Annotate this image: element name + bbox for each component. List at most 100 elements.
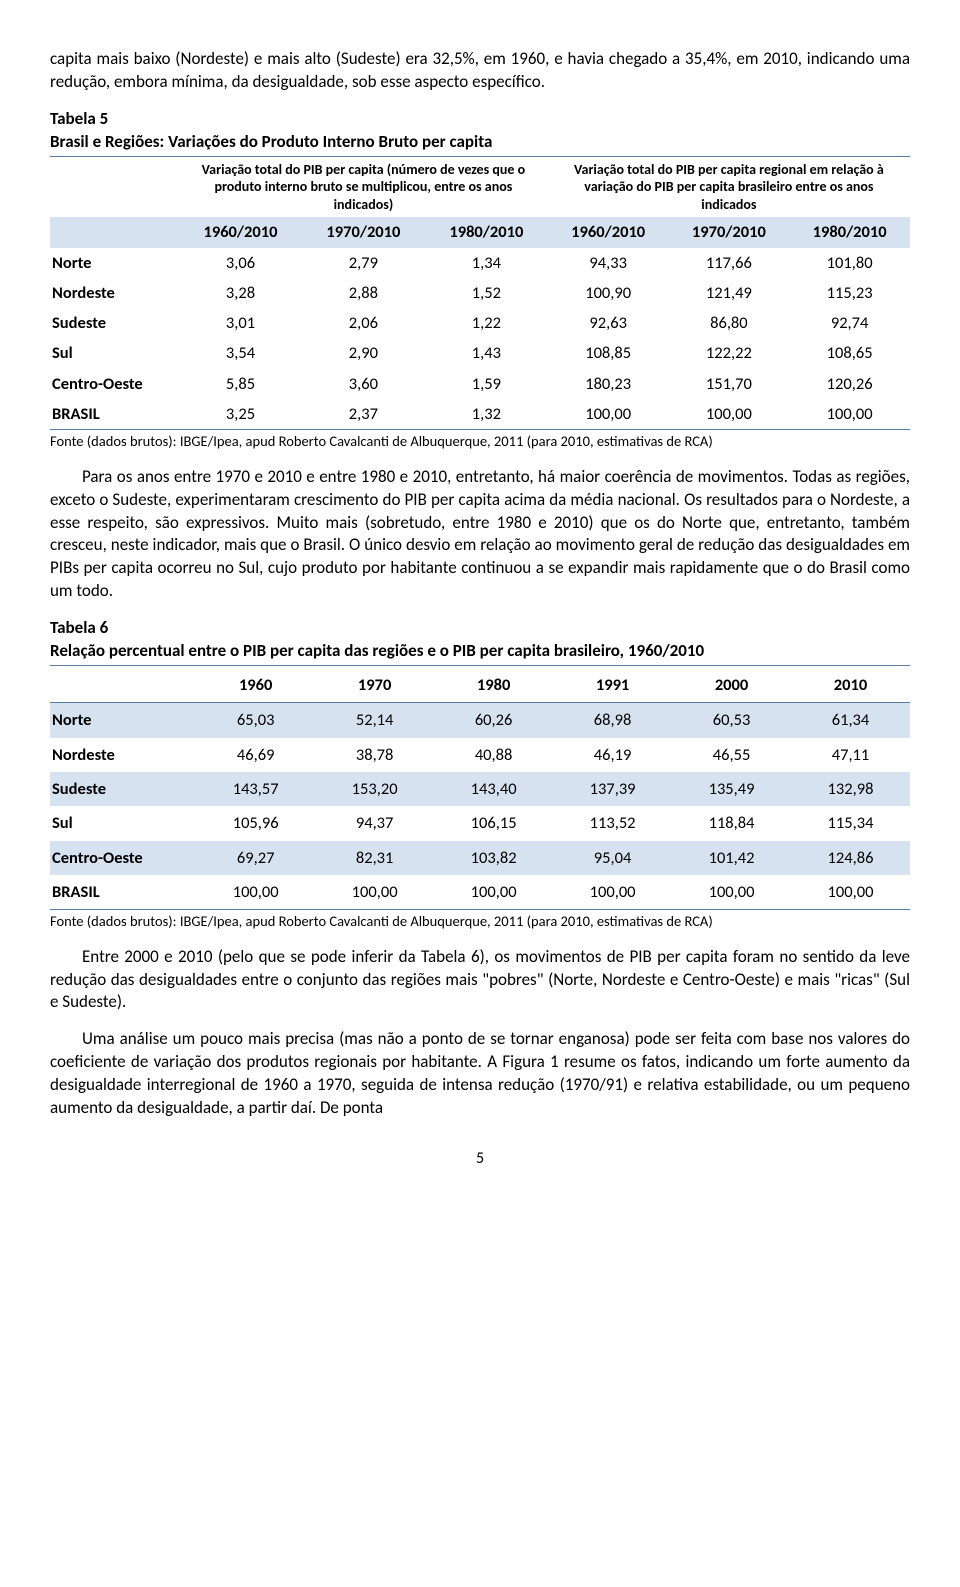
intro-paragraph: capita mais baixo (Nordeste) e mais alto… xyxy=(50,48,910,94)
table-cell: 69,27 xyxy=(196,841,315,875)
table-cell: 92,74 xyxy=(789,308,910,338)
table-cell: 122,22 xyxy=(669,338,790,368)
table-cell: 113,52 xyxy=(553,806,672,840)
table6-title: Relação percentual entre o PIB per capit… xyxy=(50,640,910,666)
table-cell: 117,66 xyxy=(669,248,790,278)
table-row-label: Centro-Oeste xyxy=(50,841,196,875)
table-row-label: Sudeste xyxy=(50,772,196,806)
table-cell: 151,70 xyxy=(669,369,790,399)
t5-colhead: 1980/2010 xyxy=(425,217,548,247)
table-cell: 92,63 xyxy=(548,308,669,338)
table-cell: 3,06 xyxy=(179,248,302,278)
table-cell: 124,86 xyxy=(791,841,910,875)
table-cell: 118,84 xyxy=(672,806,791,840)
para-after-t6-2: Uma análise um pouco mais precisa (mas n… xyxy=(50,1028,910,1120)
t6-colhead: 2000 xyxy=(672,668,791,703)
table-row-label: Centro-Oeste xyxy=(50,369,179,399)
table-cell: 46,55 xyxy=(672,738,791,772)
table-cell: 137,39 xyxy=(553,772,672,806)
table-cell: 108,85 xyxy=(548,338,669,368)
table-cell: 95,04 xyxy=(553,841,672,875)
table-cell: 100,00 xyxy=(672,875,791,910)
table5-label: Tabela 5 xyxy=(50,108,910,131)
table-cell: 135,49 xyxy=(672,772,791,806)
table-cell: 94,33 xyxy=(548,248,669,278)
table-cell: 2,79 xyxy=(302,248,425,278)
table-cell: 153,20 xyxy=(315,772,434,806)
table-cell: 1,43 xyxy=(425,338,548,368)
table-cell: 38,78 xyxy=(315,738,434,772)
t6-colhead: 1960 xyxy=(196,668,315,703)
table-cell: 46,19 xyxy=(553,738,672,772)
table-cell: 3,60 xyxy=(302,369,425,399)
table-cell: 2,37 xyxy=(302,399,425,430)
table-row-label: Sudeste xyxy=(50,308,179,338)
table6-label: Tabela 6 xyxy=(50,617,910,640)
table-cell: 68,98 xyxy=(553,703,672,738)
table-row-label: Nordeste xyxy=(50,278,179,308)
table6: 1960 1970 1980 1991 2000 2010 Norte65,03… xyxy=(50,668,910,910)
table-cell: 94,37 xyxy=(315,806,434,840)
table-cell: 65,03 xyxy=(196,703,315,738)
t6-colhead: 2010 xyxy=(791,668,910,703)
table-cell: 3,28 xyxy=(179,278,302,308)
t5-colhead: 1960/2010 xyxy=(548,217,669,247)
table-cell: 86,80 xyxy=(669,308,790,338)
table-cell: 61,34 xyxy=(791,703,910,738)
table-cell: 100,00 xyxy=(196,875,315,910)
table-cell: 2,88 xyxy=(302,278,425,308)
table-cell: 103,82 xyxy=(434,841,553,875)
table5: Variação total do PIB per capita (número… xyxy=(50,156,910,430)
table-cell: 60,26 xyxy=(434,703,553,738)
table6-source: Fonte (dados brutos): IBGE/Ipea, apud Ro… xyxy=(50,912,910,932)
table-cell: 1,34 xyxy=(425,248,548,278)
table-cell: 143,57 xyxy=(196,772,315,806)
table-cell: 40,88 xyxy=(434,738,553,772)
table5-source: Fonte (dados brutos): IBGE/Ipea, apud Ro… xyxy=(50,432,910,452)
table-row-label: BRASIL xyxy=(50,399,179,430)
table-cell: 105,96 xyxy=(196,806,315,840)
table-cell: 52,14 xyxy=(315,703,434,738)
table-cell: 100,00 xyxy=(669,399,790,430)
table-cell: 115,23 xyxy=(789,278,910,308)
table-cell: 143,40 xyxy=(434,772,553,806)
table-cell: 2,90 xyxy=(302,338,425,368)
table-row-label: Sul xyxy=(50,806,196,840)
table-cell: 60,53 xyxy=(672,703,791,738)
table-cell: 121,49 xyxy=(669,278,790,308)
table-cell: 1,22 xyxy=(425,308,548,338)
table-cell: 47,11 xyxy=(791,738,910,772)
page-number: 5 xyxy=(50,1148,910,1170)
t5-colhead: 1970/2010 xyxy=(302,217,425,247)
table-cell: 120,26 xyxy=(789,369,910,399)
table-cell: 108,65 xyxy=(789,338,910,368)
table-cell: 5,85 xyxy=(179,369,302,399)
table-cell: 3,01 xyxy=(179,308,302,338)
table-cell: 100,90 xyxy=(548,278,669,308)
mid-paragraph: Para os anos entre 1970 e 2010 e entre 1… xyxy=(50,466,910,604)
para-after-t6-1: Entre 2000 e 2010 (pelo que se pode infe… xyxy=(50,946,910,1015)
t5-colhead: 1960/2010 xyxy=(179,217,302,247)
table-cell: 100,00 xyxy=(548,399,669,430)
table-row-label: Norte xyxy=(50,248,179,278)
table-cell: 3,54 xyxy=(179,338,302,368)
table-cell: 100,00 xyxy=(791,875,910,910)
table-cell: 100,00 xyxy=(553,875,672,910)
table-row-label: Norte xyxy=(50,703,196,738)
t6-colhead: 1970 xyxy=(315,668,434,703)
table-cell: 100,00 xyxy=(315,875,434,910)
table-cell: 100,00 xyxy=(789,399,910,430)
table-cell: 1,32 xyxy=(425,399,548,430)
table5-group-header-right: Variação total do PIB per capita regiona… xyxy=(548,156,910,217)
table5-title: Brasil e Regiões: Variações do Produto I… xyxy=(50,131,910,154)
table-row-label: BRASIL xyxy=(50,875,196,910)
table-cell: 100,00 xyxy=(434,875,553,910)
table-cell: 101,42 xyxy=(672,841,791,875)
table-cell: 46,69 xyxy=(196,738,315,772)
t5-colhead: 1980/2010 xyxy=(789,217,910,247)
table-cell: 132,98 xyxy=(791,772,910,806)
table-cell: 1,59 xyxy=(425,369,548,399)
table-cell: 82,31 xyxy=(315,841,434,875)
table-cell: 101,80 xyxy=(789,248,910,278)
table-cell: 180,23 xyxy=(548,369,669,399)
